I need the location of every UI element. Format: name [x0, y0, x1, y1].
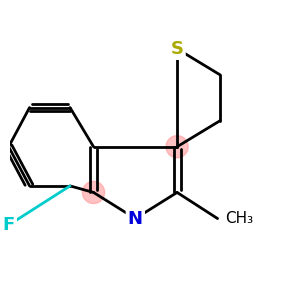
- Text: S: S: [171, 40, 184, 58]
- Circle shape: [166, 136, 188, 158]
- Text: N: N: [128, 210, 143, 228]
- Circle shape: [82, 181, 105, 203]
- Text: F: F: [2, 216, 15, 234]
- Text: CH₃: CH₃: [225, 211, 254, 226]
